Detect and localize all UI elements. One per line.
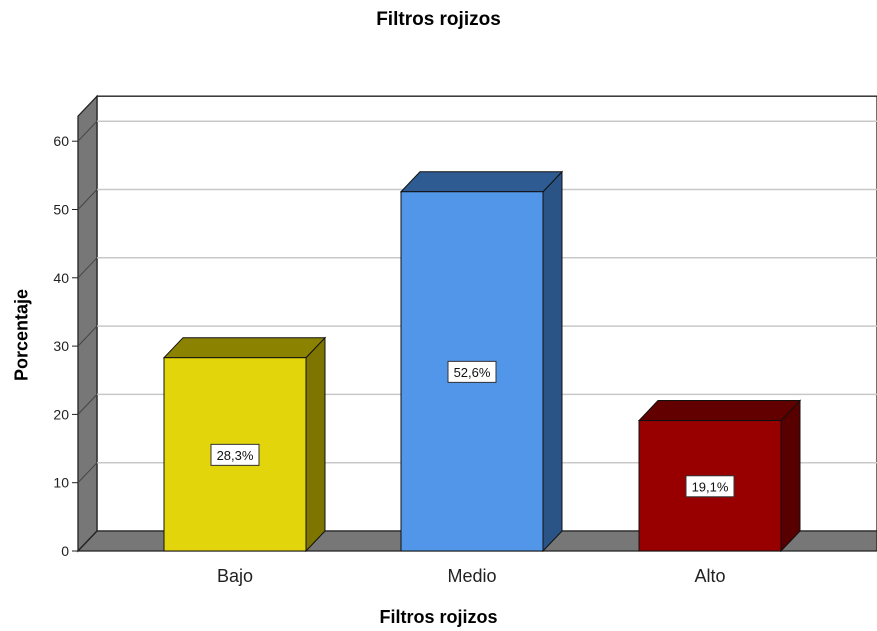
bar-side bbox=[780, 399, 801, 553]
y-tick-label: 0 bbox=[61, 543, 69, 559]
x-axis-label: Filtros rojizos bbox=[379, 607, 498, 627]
bar-top bbox=[162, 337, 327, 359]
data-label: 28,3% bbox=[217, 448, 254, 463]
gridline-side bbox=[77, 189, 98, 210]
gridline-side bbox=[77, 325, 98, 347]
x-tick-label: Alto bbox=[694, 566, 725, 586]
chart-title: Filtros rojizos bbox=[376, 9, 501, 30]
data-label: 19,1% bbox=[692, 479, 729, 494]
bar-top bbox=[399, 171, 564, 193]
gridline-side bbox=[77, 120, 98, 142]
y-tick-label: 50 bbox=[53, 202, 69, 218]
bar-side bbox=[305, 336, 326, 553]
bar-side bbox=[542, 170, 563, 553]
gridline-side bbox=[77, 394, 98, 415]
left-wall bbox=[77, 94, 98, 553]
bar-top bbox=[637, 400, 802, 422]
data-label-box bbox=[685, 475, 735, 498]
data-label: 52,6% bbox=[454, 365, 491, 380]
y-tick-label: 30 bbox=[53, 338, 69, 354]
x-tick-label: Medio bbox=[447, 566, 496, 586]
x-tick-label: Bajo bbox=[217, 566, 253, 586]
y-tick-label: 20 bbox=[53, 406, 69, 422]
data-label-box bbox=[447, 360, 497, 383]
y-tick-label: 40 bbox=[53, 270, 69, 286]
y-tick-label: 60 bbox=[53, 133, 69, 149]
y-tick-label: 10 bbox=[53, 475, 69, 491]
data-label-box bbox=[210, 443, 260, 466]
gridline-side bbox=[77, 257, 98, 279]
gridline-side bbox=[77, 462, 98, 484]
